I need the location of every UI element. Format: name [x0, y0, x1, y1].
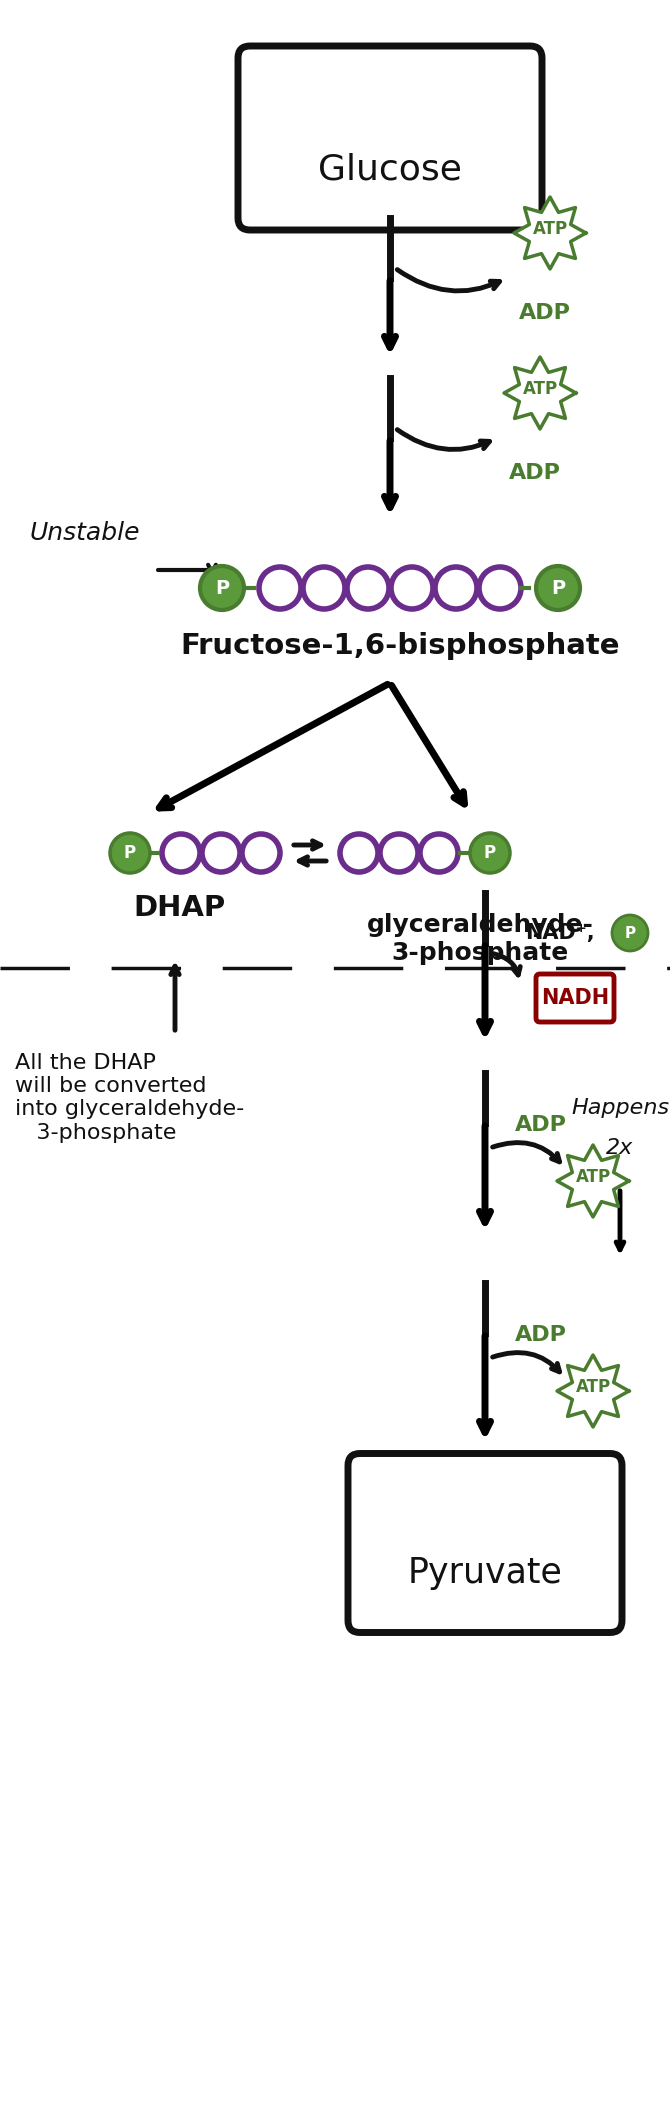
- FancyBboxPatch shape: [348, 1455, 622, 1632]
- Text: glyceraldehyde-
3-phosphate: glyceraldehyde- 3-phosphate: [366, 913, 594, 965]
- FancyBboxPatch shape: [536, 974, 614, 1022]
- Text: Fructose-1,6-bisphosphate: Fructose-1,6-bisphosphate: [180, 632, 620, 660]
- Text: Happens: Happens: [571, 1098, 669, 1117]
- Text: ADP: ADP: [515, 1326, 567, 1345]
- Text: ADP: ADP: [519, 304, 571, 323]
- Text: P: P: [624, 925, 636, 940]
- Text: P: P: [124, 843, 136, 862]
- Text: P: P: [215, 578, 229, 597]
- Polygon shape: [557, 1145, 629, 1216]
- Polygon shape: [557, 1355, 629, 1427]
- Text: ADP: ADP: [509, 464, 561, 483]
- Circle shape: [470, 833, 510, 873]
- Text: P: P: [484, 843, 496, 862]
- Text: ATP: ATP: [533, 219, 567, 238]
- Circle shape: [200, 567, 244, 609]
- Text: ATP: ATP: [576, 1168, 610, 1187]
- Circle shape: [110, 833, 150, 873]
- Text: Glucose: Glucose: [318, 154, 462, 188]
- Text: P: P: [551, 578, 565, 597]
- Text: 2x: 2x: [606, 1138, 634, 1157]
- Polygon shape: [504, 356, 576, 430]
- Text: NAD⁺,: NAD⁺,: [525, 923, 595, 942]
- Text: Unstable: Unstable: [30, 521, 141, 546]
- Text: NADH: NADH: [541, 989, 609, 1008]
- Polygon shape: [514, 196, 586, 270]
- FancyBboxPatch shape: [238, 46, 542, 230]
- Text: ADP: ADP: [515, 1115, 567, 1134]
- Text: All the DHAP
will be converted
into glyceraldehyde-
   3-phosphate: All the DHAP will be converted into glyc…: [15, 1054, 245, 1143]
- Text: DHAP: DHAP: [134, 894, 226, 921]
- Circle shape: [612, 915, 648, 951]
- Text: ATP: ATP: [523, 379, 557, 398]
- Text: Pyruvate: Pyruvate: [407, 1556, 562, 1589]
- Circle shape: [536, 567, 580, 609]
- Text: ATP: ATP: [576, 1379, 610, 1395]
